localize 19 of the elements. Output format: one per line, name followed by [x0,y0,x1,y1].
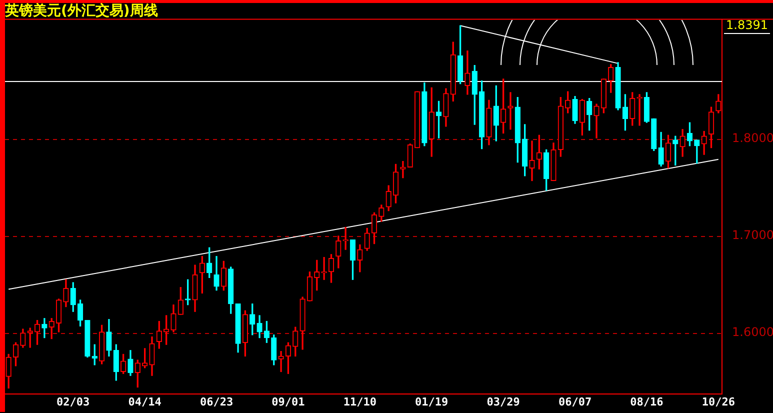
x-tick-label: 08/16 [630,395,664,408]
x-tick-label: 09/01 [272,395,306,408]
x-tick-label: 03/29 [486,395,520,408]
y-tick-label: 1.6000 [732,325,773,340]
x-tick-label: 04/14 [128,395,162,408]
x-tick-label: 10/26 [702,395,736,408]
chart-title: 英镑美元(外汇交易)周线 [4,2,158,20]
x-tick-label: 01/19 [415,395,448,408]
candlestick [42,318,48,338]
x-tick-label: 06/23 [200,395,234,408]
candlestick [529,140,535,182]
x-tick-label: 11/10 [343,395,376,408]
x-tick-label: 02/03 [56,395,90,408]
candlestick [278,351,284,372]
y-tick-label: 1.8000 [732,131,773,146]
x-tick-label: 06/07 [558,395,592,408]
candlestick [508,92,514,130]
text: 1.8391 [724,17,770,34]
y-tick-label: 1.7000 [732,228,773,242]
